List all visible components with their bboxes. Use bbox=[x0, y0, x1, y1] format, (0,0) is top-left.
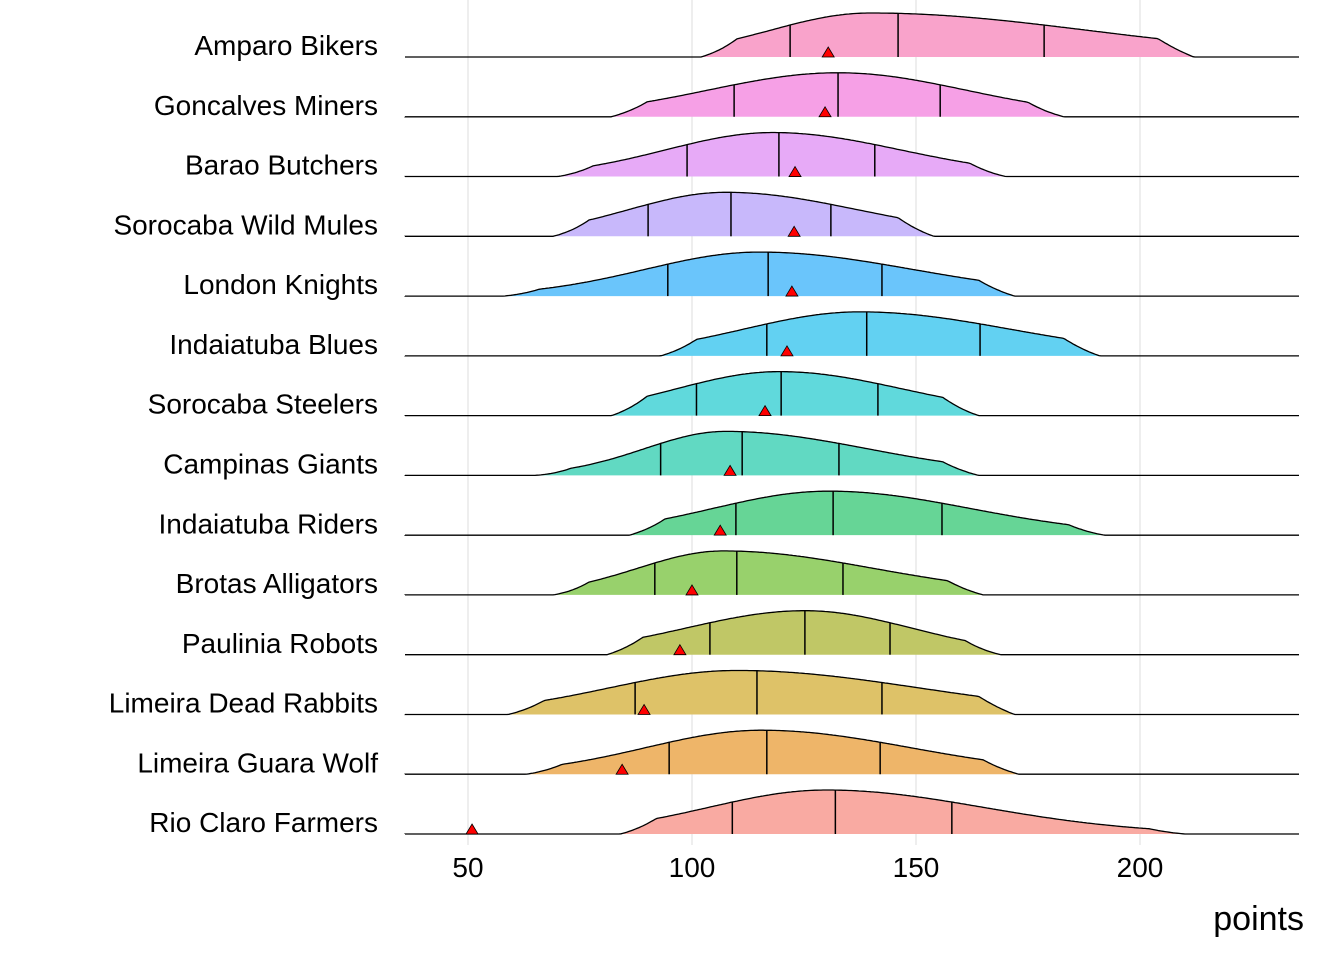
density-area bbox=[405, 192, 1300, 237]
x-axis-label: points bbox=[1213, 900, 1304, 938]
density-outline bbox=[404, 430, 1299, 477]
ridge-rio-claro-farmers bbox=[404, 789, 1300, 835]
density-outline bbox=[404, 370, 1299, 417]
density-outline bbox=[404, 72, 1299, 118]
x-tick-label: 100 bbox=[669, 852, 716, 883]
mean-triangle-marker bbox=[818, 105, 832, 118]
density-outline bbox=[404, 789, 1299, 835]
x-axis-ticks: 50 100 150 200 bbox=[452, 852, 1163, 883]
ridge-goncalves-miners bbox=[404, 72, 1300, 118]
mean-triangle-marker bbox=[673, 643, 687, 656]
density-area bbox=[405, 431, 1300, 476]
mean-triangle-marker bbox=[787, 225, 801, 237]
density-area bbox=[405, 72, 1300, 117]
density-outline bbox=[404, 550, 1299, 596]
mean-triangle-marker bbox=[615, 763, 629, 775]
y-axis-label: Sorocaba Wild Mules bbox=[113, 209, 378, 240]
y-axis-label: Indaiatuba Riders bbox=[159, 508, 378, 539]
ridge-indaiatuba-blues bbox=[404, 311, 1300, 357]
y-axis-label: Paulinia Robots bbox=[182, 628, 378, 659]
x-tick-label: 150 bbox=[893, 852, 940, 883]
mean-triangle-marker bbox=[685, 584, 699, 596]
x-tick-label: 50 bbox=[452, 852, 483, 883]
ridge-sorocaba-wild-mules bbox=[404, 191, 1300, 237]
density-area bbox=[405, 491, 1300, 536]
mean-triangle-marker bbox=[788, 165, 802, 177]
density-outline bbox=[405, 12, 1299, 58]
mean-triangle-marker bbox=[465, 823, 479, 835]
density-area bbox=[405, 550, 1300, 595]
ridge-brotas-alligators bbox=[404, 550, 1300, 596]
y-axis-label: Goncalves Miners bbox=[154, 90, 378, 121]
ridge-paulinia-robots bbox=[405, 610, 1300, 656]
density-outline bbox=[404, 729, 1299, 775]
y-axis-label: Rio Claro Farmers bbox=[149, 807, 378, 838]
mean-triangle-marker bbox=[713, 524, 727, 536]
density-area bbox=[405, 610, 1300, 655]
y-axis-label: Limeira Dead Rabbits bbox=[109, 688, 378, 719]
ridge-london-knights bbox=[404, 251, 1300, 297]
density-area bbox=[405, 13, 1300, 57]
y-axis-label: Indaiatuba Blues bbox=[169, 329, 378, 360]
density-outline bbox=[404, 490, 1299, 536]
mean-triangle-marker bbox=[780, 345, 794, 357]
ridge-indaiatuba-riders bbox=[404, 490, 1300, 536]
density-outline bbox=[404, 131, 1299, 178]
ridge-limeira-dead-rabbits bbox=[404, 669, 1300, 716]
mean-triangle-marker bbox=[785, 285, 799, 297]
y-axis-label: Campinas Giants bbox=[163, 448, 378, 479]
y-axis-label: Limeira Guara Wolf bbox=[137, 747, 378, 778]
y-axis-label: Brotas Alligators bbox=[176, 568, 378, 599]
density-area bbox=[405, 790, 1300, 835]
density-outline bbox=[404, 311, 1299, 357]
density-area bbox=[405, 311, 1300, 356]
y-axis-label: Amparo Bikers bbox=[194, 30, 378, 61]
mean-triangle-marker bbox=[821, 46, 835, 58]
density-outline bbox=[404, 669, 1299, 716]
y-axis-label: Barao Butchers bbox=[185, 150, 378, 181]
ridge-campinas-giants bbox=[404, 430, 1300, 477]
density-area bbox=[405, 252, 1300, 297]
density-outline bbox=[405, 610, 1299, 656]
density-outline bbox=[404, 251, 1299, 297]
x-tick-label: 200 bbox=[1117, 852, 1164, 883]
ridges bbox=[404, 12, 1300, 835]
gridlines bbox=[467, 0, 1141, 845]
mean-triangle-marker bbox=[637, 703, 651, 715]
y-axis-labels: Amparo Bikers Goncalves Miners Barao Butch… bbox=[109, 30, 378, 838]
density-area bbox=[405, 730, 1300, 775]
density-area bbox=[405, 132, 1300, 177]
ridge-sorocaba-steelers bbox=[404, 370, 1300, 417]
ridge-amparo-bikers bbox=[405, 12, 1300, 58]
density-outline bbox=[404, 191, 1299, 237]
mean-triangle-marker bbox=[723, 464, 737, 476]
ridge-barao-butchers bbox=[404, 131, 1300, 178]
y-axis-label: London Knights bbox=[183, 269, 378, 300]
density-area bbox=[405, 371, 1300, 416]
ridge-limeira-guara-wolf bbox=[404, 729, 1300, 775]
mean-triangle-marker bbox=[758, 404, 772, 417]
y-axis-label: Sorocaba Steelers bbox=[148, 389, 378, 420]
density-area bbox=[405, 670, 1300, 715]
